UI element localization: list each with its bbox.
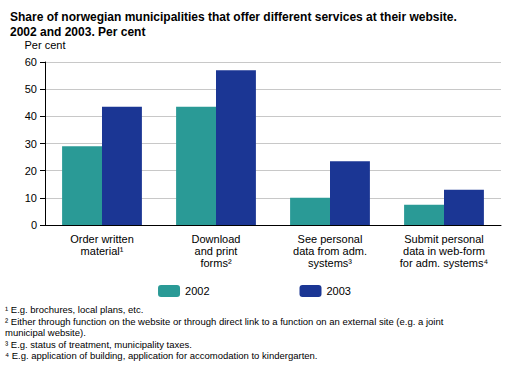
svg-text:municipal website).: municipal website).: [5, 327, 86, 338]
svg-text:Download: Download: [192, 233, 241, 245]
svg-text:10: 10: [25, 192, 37, 204]
svg-text:Order written: Order written: [70, 233, 134, 245]
svg-text:50: 50: [25, 83, 37, 95]
svg-text:2002 and 2003. Per cent: 2002 and 2003. Per cent: [10, 25, 145, 39]
svg-text:30: 30: [25, 138, 37, 150]
svg-text:Share of norwegian municipalit: Share of norwegian municipalities that o…: [10, 10, 457, 24]
svg-text:20: 20: [25, 165, 37, 177]
svg-text:2002: 2002: [185, 285, 209, 297]
svg-text:Submit personal: Submit personal: [404, 233, 484, 245]
svg-text:and print: and print: [195, 245, 238, 257]
svg-text:for adm. systems⁴: for adm. systems⁴: [400, 257, 489, 269]
svg-text:Per cent: Per cent: [25, 39, 66, 51]
svg-text:data from adm.: data from adm.: [293, 245, 367, 257]
svg-text:60: 60: [25, 56, 37, 68]
svg-text:systems³: systems³: [308, 257, 352, 269]
svg-text:forms²: forms²: [200, 257, 232, 269]
svg-text:data in web-form: data in web-form: [403, 245, 485, 257]
svg-text:² Either through function on t: ² Either through function on the website…: [5, 316, 444, 327]
svg-text:40: 40: [25, 110, 37, 122]
svg-text:⁴ E.g. application of building: ⁴ E.g. application of building, applicat…: [5, 350, 318, 361]
svg-text:2003: 2003: [327, 285, 351, 297]
svg-text:See personal: See personal: [298, 233, 363, 245]
svg-text:¹ E.g. brochures, local plans,: ¹ E.g. brochures, local plans, etc.: [5, 304, 143, 315]
svg-text:0: 0: [31, 219, 37, 231]
svg-text:material¹: material¹: [81, 245, 124, 257]
svg-text:³ E.g. status of treatment, mu: ³ E.g. status of treatment, municipality…: [5, 339, 192, 350]
